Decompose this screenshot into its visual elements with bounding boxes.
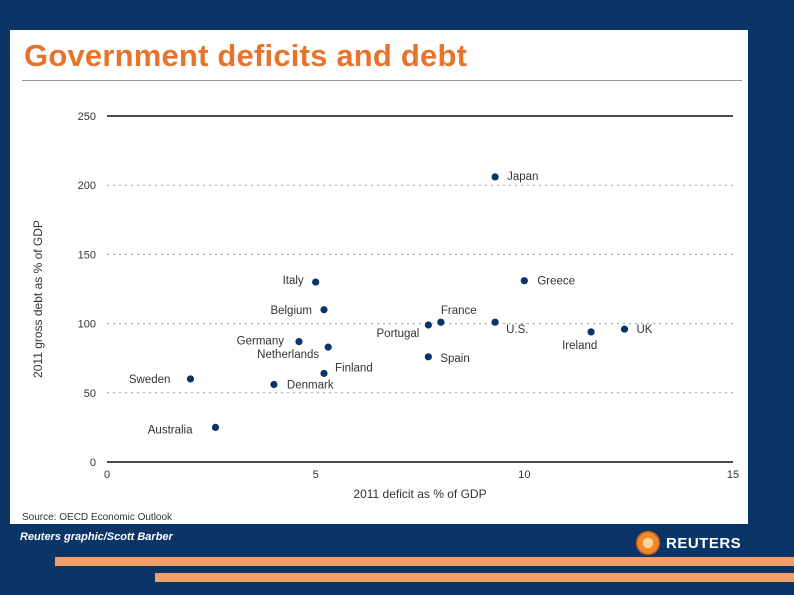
graphic-credit: Reuters graphic/Scott Barber	[20, 531, 173, 543]
decorative-stripe-top	[55, 557, 794, 566]
data-point	[270, 380, 278, 389]
point-label: Sweden	[129, 374, 171, 386]
x-tick-label: 15	[727, 469, 739, 481]
point-label: Denmark	[287, 379, 334, 391]
point-label: Greece	[537, 276, 575, 288]
point-label: U.S.	[506, 324, 528, 336]
reuters-logo-icon	[636, 531, 660, 555]
y-tick-label: 200	[78, 180, 96, 192]
y-tick-label: 250	[78, 111, 96, 123]
x-tick-label: 0	[104, 469, 110, 481]
chart-card: Government deficits and debt 0 50 100 150 20…	[10, 30, 748, 524]
y-tick-label: 150	[78, 249, 96, 261]
scatter-plot: 0 50 100 150 200 250 0 5 10 15 2011 deficit as % o…	[22, 111, 739, 523]
point-label: Ireland	[562, 340, 597, 352]
brand-logo: REUTERS	[636, 531, 741, 555]
data-point	[424, 321, 432, 329]
point-label: Australia	[148, 424, 193, 436]
data-point	[587, 328, 595, 336]
data-point	[312, 278, 320, 286]
data-point	[620, 325, 629, 333]
title-divider	[22, 80, 742, 81]
data-point	[437, 318, 445, 326]
data-point	[320, 369, 328, 378]
data-point	[491, 318, 499, 326]
y-axis-label: 2011 gross debt as % of GDP	[31, 220, 45, 378]
point-label: Germany	[237, 336, 285, 348]
x-axis-label: 2011 deficit as % of GDP	[353, 487, 486, 501]
data-point	[424, 353, 432, 361]
data-point	[211, 423, 220, 431]
y-tick-label: 0	[90, 457, 96, 469]
point-label: UK	[636, 324, 652, 336]
y-tick-label: 50	[84, 388, 96, 400]
x-tick-label: 5	[313, 469, 319, 481]
data-point	[491, 173, 499, 181]
chart-title: Government deficits and debt	[24, 38, 468, 73]
point-label: Italy	[283, 275, 304, 287]
point-label: Netherlands	[257, 349, 319, 361]
point-label: Spain	[440, 353, 469, 365]
source-note: Source: OECD Economic Outlook	[22, 512, 173, 523]
y-tick-label: 100	[78, 319, 96, 331]
data-point	[320, 306, 328, 314]
data-point	[295, 337, 303, 346]
point-label: Portugal	[377, 328, 420, 340]
data-point	[186, 375, 195, 383]
point-label: Belgium	[270, 305, 312, 317]
point-label: Japan	[507, 171, 538, 183]
point-label: Finland	[335, 362, 373, 374]
x-tick-label: 10	[518, 469, 530, 481]
data-point	[324, 343, 332, 351]
point-label: France	[441, 305, 477, 317]
brand-name: REUTERS	[666, 534, 742, 552]
decorative-stripe-bottom	[155, 573, 794, 582]
data-point	[520, 277, 528, 285]
